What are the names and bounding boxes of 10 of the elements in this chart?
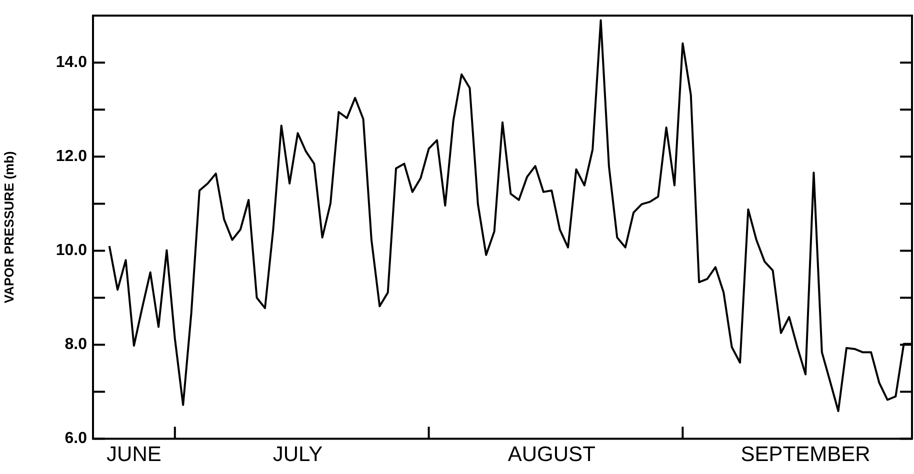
y-tick-label: 10.0 xyxy=(56,242,88,260)
x-tick-label: JUNE xyxy=(106,443,162,466)
y-tick-label: 12.0 xyxy=(56,148,88,166)
y-tick-label: 6.0 xyxy=(64,430,88,448)
x-tick-label: JULY xyxy=(272,443,323,466)
x-tick-label: SEPTEMBER xyxy=(740,443,870,466)
y-tick-label: 8.0 xyxy=(64,336,88,354)
x-tick-label: AUGUST xyxy=(508,443,596,466)
y-axis-title: VAPOR PRESSURE (mb) xyxy=(1,151,16,304)
y-tick-label: 14.0 xyxy=(56,54,88,72)
